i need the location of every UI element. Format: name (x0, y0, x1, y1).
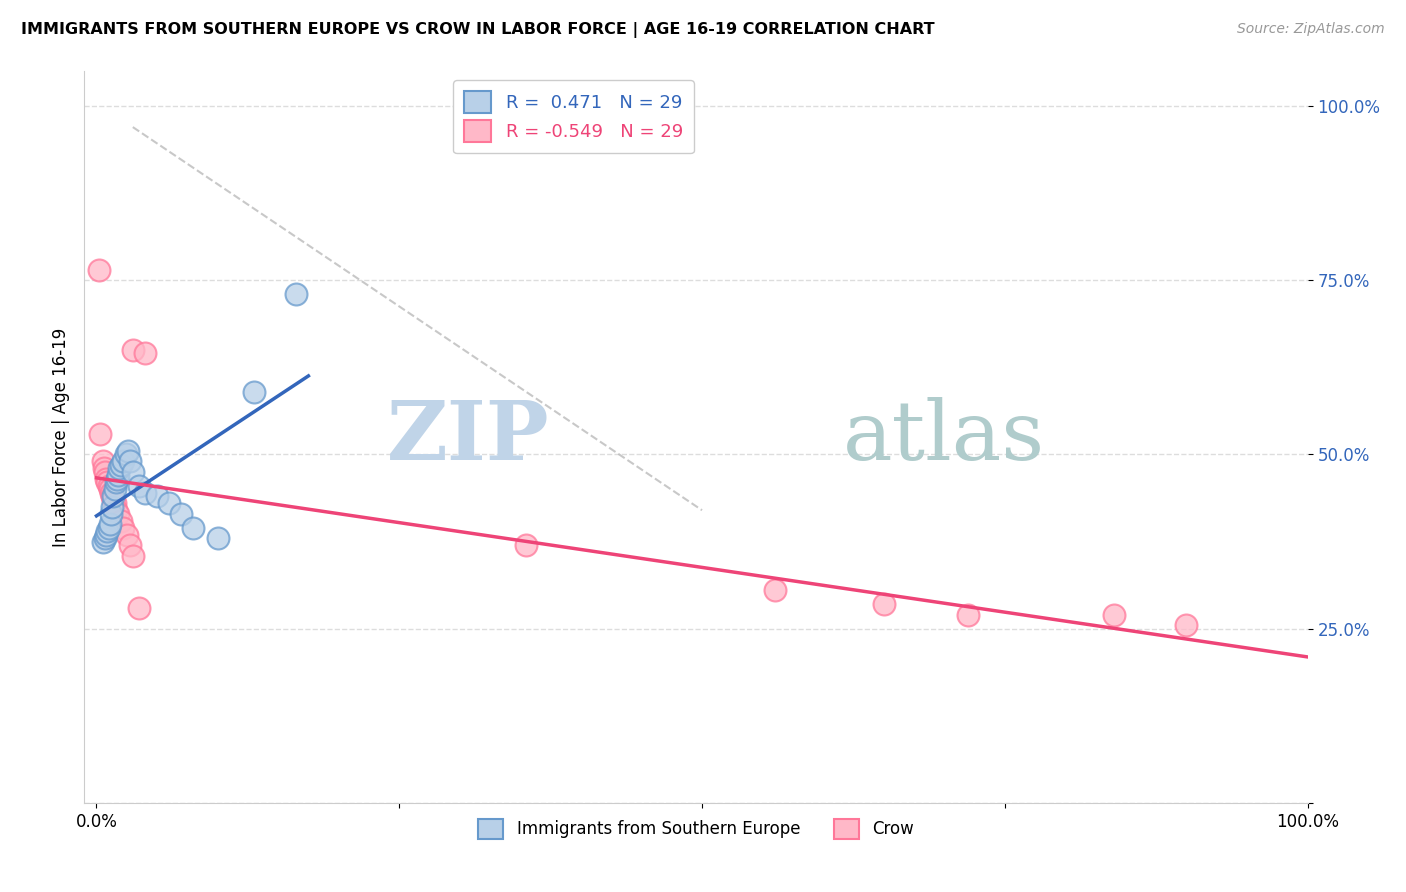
Point (183, 521, 205, 535)
Point (96, 472, 118, 486)
Point (104, 496, 127, 510)
Legend: Immigrants from Southern Europe, Crow: Immigrants from Southern Europe, Crow (471, 812, 921, 846)
Point (207, 531, 229, 545)
Point (120, 454, 142, 468)
Point (134, 346, 156, 360)
Point (121, 549, 143, 563)
Point (103, 492, 125, 507)
Point (285, 287, 308, 301)
Point (104, 503, 127, 517)
Point (763, 583, 786, 598)
Point (146, 489, 169, 503)
Point (101, 500, 124, 514)
Point (107, 507, 129, 521)
Point (515, 538, 537, 552)
Point (104, 483, 127, 497)
Point (104, 475, 127, 490)
Point (112, 454, 135, 468)
Text: ZIP: ZIP (387, 397, 550, 477)
Point (114, 448, 136, 462)
Point (121, 465, 143, 479)
Text: IMMIGRANTS FROM SOUTHERN EUROPE VS CROW IN LABOR FORCE | AGE 16-19 CORRELATION C: IMMIGRANTS FROM SOUTHERN EUROPE VS CROW … (21, 22, 935, 38)
Point (110, 514, 132, 528)
Point (87, 263, 110, 277)
Point (97, 479, 120, 493)
Point (117, 444, 139, 458)
Point (110, 458, 132, 472)
Text: atlas: atlas (842, 397, 1045, 477)
Point (98, 517, 121, 532)
Point (105, 472, 128, 486)
Point (112, 521, 135, 535)
Point (957, 607, 980, 622)
Point (134, 485, 156, 500)
Point (170, 507, 193, 521)
Point (115, 527, 138, 541)
Text: Source: ZipAtlas.com: Source: ZipAtlas.com (1237, 22, 1385, 37)
Point (91, 534, 114, 549)
Y-axis label: In Labor Force | Age 16-19: In Labor Force | Age 16-19 (52, 327, 70, 547)
Point (108, 461, 131, 475)
Point (103, 489, 125, 503)
Point (98, 483, 121, 497)
Point (128, 600, 150, 615)
Point (96, 475, 118, 490)
Point (93, 461, 115, 475)
Point (94, 531, 117, 545)
Point (120, 538, 142, 552)
Point (100, 485, 122, 500)
Point (107, 468, 129, 483)
Point (243, 384, 266, 399)
Point (97, 521, 120, 535)
Point (91, 454, 114, 468)
Point (873, 597, 896, 611)
Point (157, 496, 180, 510)
Point (96, 524, 118, 538)
Point (94, 465, 117, 479)
Point (1175, 618, 1198, 632)
Point (89, 426, 111, 441)
Point (1102, 607, 1125, 622)
Point (128, 479, 150, 493)
Point (101, 489, 124, 503)
Point (96, 527, 118, 541)
Point (100, 507, 122, 521)
Point (121, 343, 143, 357)
